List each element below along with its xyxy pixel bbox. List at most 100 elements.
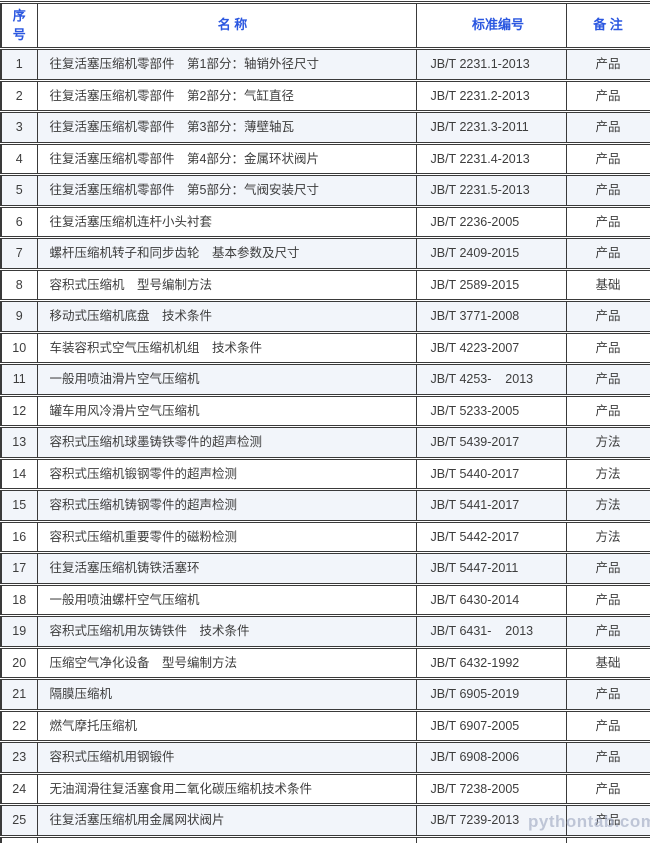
cell-no: 9 — [0, 299, 38, 334]
cell-name: 燃气摩托压缩机 — [36, 708, 417, 743]
cell-name: 容积式压缩机用灰铸铁件 技术条件 — [36, 614, 417, 649]
cell-std: JB/T 2236-2005 — [415, 204, 567, 239]
cell-name: 往复活塞压缩机零部件 第2部分：气缸直径 — [36, 78, 417, 113]
cell-std: JB/T 7239-2013 — [415, 803, 567, 838]
cell-std: JB/T 5233-2005 — [415, 393, 567, 428]
header-row: 序 号 名 称 标准编号 备 注 — [0, 1, 650, 50]
cell-no: 1 — [0, 47, 38, 82]
table-row: 19 容积式压缩机用灰铸铁件 技术条件 JB/T 6431- 2013 产品 — [0, 614, 650, 649]
cell-note: 产品 — [565, 803, 650, 838]
cell-no: 10 — [0, 330, 38, 365]
cell-note: 产品 — [565, 141, 650, 176]
cell-no: 8 — [0, 267, 38, 302]
cell-std: JB/T 5447-2011 — [415, 551, 567, 586]
cell-name: 一般用喷油滑片空气压缩机 — [36, 362, 417, 397]
cell-name: 容积式压缩机用钢锻件 — [36, 740, 417, 775]
cell-note: 产品 — [565, 236, 650, 271]
cell-note: 产品 — [565, 551, 650, 586]
table-row: 5 往复活塞压缩机零部件 第5部分：气阀安装尺寸 JB/T 2231.5-2013 产… — [0, 173, 650, 208]
cell-note: 产品 — [565, 47, 650, 82]
cell-no: 2 — [0, 78, 38, 113]
cell-no: 20 — [0, 645, 38, 680]
cell-no: 23 — [0, 740, 38, 775]
cell-std: JB/T 4253- 2013 — [415, 362, 567, 397]
cell-note: 方法 — [565, 425, 650, 460]
cell-no: 7 — [0, 236, 38, 271]
table-row: 6 往复活塞压缩机连杆小头衬套 JB/T 2236-2005 产品 — [0, 204, 650, 239]
header-cell-note: 备 注 — [565, 1, 650, 50]
cell-name: 隔膜压缩机 — [36, 677, 417, 712]
cell-std: JB/T 2231.4-2013 — [415, 141, 567, 176]
cell-note — [565, 834, 650, 843]
table-row: 1 往复活塞压缩机零部件 第1部分：轴销外径尺寸 JB/T 2231.1-2013 产… — [0, 47, 650, 82]
cell-no: 18 — [0, 582, 38, 617]
cell-no: 6 — [0, 204, 38, 239]
cell-name: 往复活塞压缩机连杆小头衬套 — [36, 204, 417, 239]
cell-note: 产品 — [565, 110, 650, 145]
cell-no: 14 — [0, 456, 38, 491]
cell-std: JB/T 5440-2017 — [415, 456, 567, 491]
table-row: 18 一般用喷油螺杆空气压缩机 JB/T 6430-2014 产品 — [0, 582, 650, 617]
cell-name — [36, 834, 417, 843]
cell-std — [415, 834, 567, 843]
cell-note: 基础 — [565, 267, 650, 302]
cell-no: 22 — [0, 708, 38, 743]
table-row: 24 无油润滑往复活塞食用二氧化碳压缩机技术条件 JB/T 7238-2005 产品 — [0, 771, 650, 806]
table-row: 9 移动式压缩机底盘 技术条件 JB/T 3771-2008 产品 — [0, 299, 650, 334]
table-row: 21 隔膜压缩机 JB/T 6905-2019 产品 — [0, 677, 650, 712]
cell-std: JB/T 2409-2015 — [415, 236, 567, 271]
cell-no: 3 — [0, 110, 38, 145]
cell-name: 无油润滑往复活塞食用二氧化碳压缩机技术条件 — [36, 771, 417, 806]
table-row: 3 往复活塞压缩机零部件 第3部分：薄壁轴瓦 JB/T 2231.3-2011 产品 — [0, 110, 650, 145]
table-row: 15 容积式压缩机铸钢零件的超声检测 JB/T 5441-2017 方法 — [0, 488, 650, 523]
cell-note: 产品 — [565, 708, 650, 743]
table-row: 25 往复活塞压缩机用金属网状阀片 JB/T 7239-2013 产品 — [0, 803, 650, 838]
cell-note: 产品 — [565, 393, 650, 428]
table-row: 8 容积式压缩机 型号编制方法 JB/T 2589-2015 基础 — [0, 267, 650, 302]
cell-no: 16 — [0, 519, 38, 554]
cell-name: 容积式压缩机重要零件的磁粉检测 — [36, 519, 417, 554]
cell-note: 产品 — [565, 771, 650, 806]
cell-std: JB/T 2589-2015 — [415, 267, 567, 302]
cell-name: 压缩空气净化设备 型号编制方法 — [36, 645, 417, 680]
cell-note: 产品 — [565, 173, 650, 208]
cell-std: JB/T 6905-2019 — [415, 677, 567, 712]
table-row: 12 罐车用风冷滑片空气压缩机 JB/T 5233-2005 产品 — [0, 393, 650, 428]
cell-no: 25 — [0, 803, 38, 838]
cell-note: 基础 — [565, 645, 650, 680]
cell-no: 19 — [0, 614, 38, 649]
cell-note: 方法 — [565, 456, 650, 491]
cell-name: 容积式压缩机球墨铸铁零件的超声检测 — [36, 425, 417, 460]
table-row: 16 容积式压缩机重要零件的磁粉检测 JB/T 5442-2017 方法 — [0, 519, 650, 554]
cell-note: 产品 — [565, 677, 650, 712]
table-row-partial — [0, 834, 650, 843]
cell-std: JB/T 2231.2-2013 — [415, 78, 567, 113]
cell-no: 13 — [0, 425, 38, 460]
cell-note: 方法 — [565, 519, 650, 554]
cell-no: 4 — [0, 141, 38, 176]
cell-name: 容积式压缩机铸钢零件的超声检测 — [36, 488, 417, 523]
table-body: 1 往复活塞压缩机零部件 第1部分：轴销外径尺寸 JB/T 2231.1-2013 产… — [0, 47, 650, 843]
header-cell-std: 标准编号 — [415, 1, 567, 50]
cell-name: 容积式压缩机 型号编制方法 — [36, 267, 417, 302]
cell-std: JB/T 5442-2017 — [415, 519, 567, 554]
cell-no: 12 — [0, 393, 38, 428]
cell-std: JB/T 6432-1992 — [415, 645, 567, 680]
cell-std: JB/T 6431- 2013 — [415, 614, 567, 649]
cell-std: JB/T 2231.1-2013 — [415, 47, 567, 82]
cell-name: 移动式压缩机底盘 技术条件 — [36, 299, 417, 334]
cell-note: 产品 — [565, 740, 650, 775]
cell-name: 往复活塞压缩机零部件 第1部分：轴销外径尺寸 — [36, 47, 417, 82]
cell-note: 产品 — [565, 614, 650, 649]
table-row: 13 容积式压缩机球墨铸铁零件的超声检测 JB/T 5439-2017 方法 — [0, 425, 650, 460]
cell-no — [0, 834, 38, 843]
cell-name: 一般用喷油螺杆空气压缩机 — [36, 582, 417, 617]
table-row: 10 车装容积式空气压缩机机组 技术条件 JB/T 4223-2007 产品 — [0, 330, 650, 365]
header-cell-name: 名 称 — [36, 1, 417, 50]
cell-std: JB/T 5439-2017 — [415, 425, 567, 460]
cell-name: 往复活塞压缩机零部件 第3部分：薄壁轴瓦 — [36, 110, 417, 145]
table-row: 11 一般用喷油滑片空气压缩机 JB/T 4253- 2013 产品 — [0, 362, 650, 397]
cell-note: 方法 — [565, 488, 650, 523]
